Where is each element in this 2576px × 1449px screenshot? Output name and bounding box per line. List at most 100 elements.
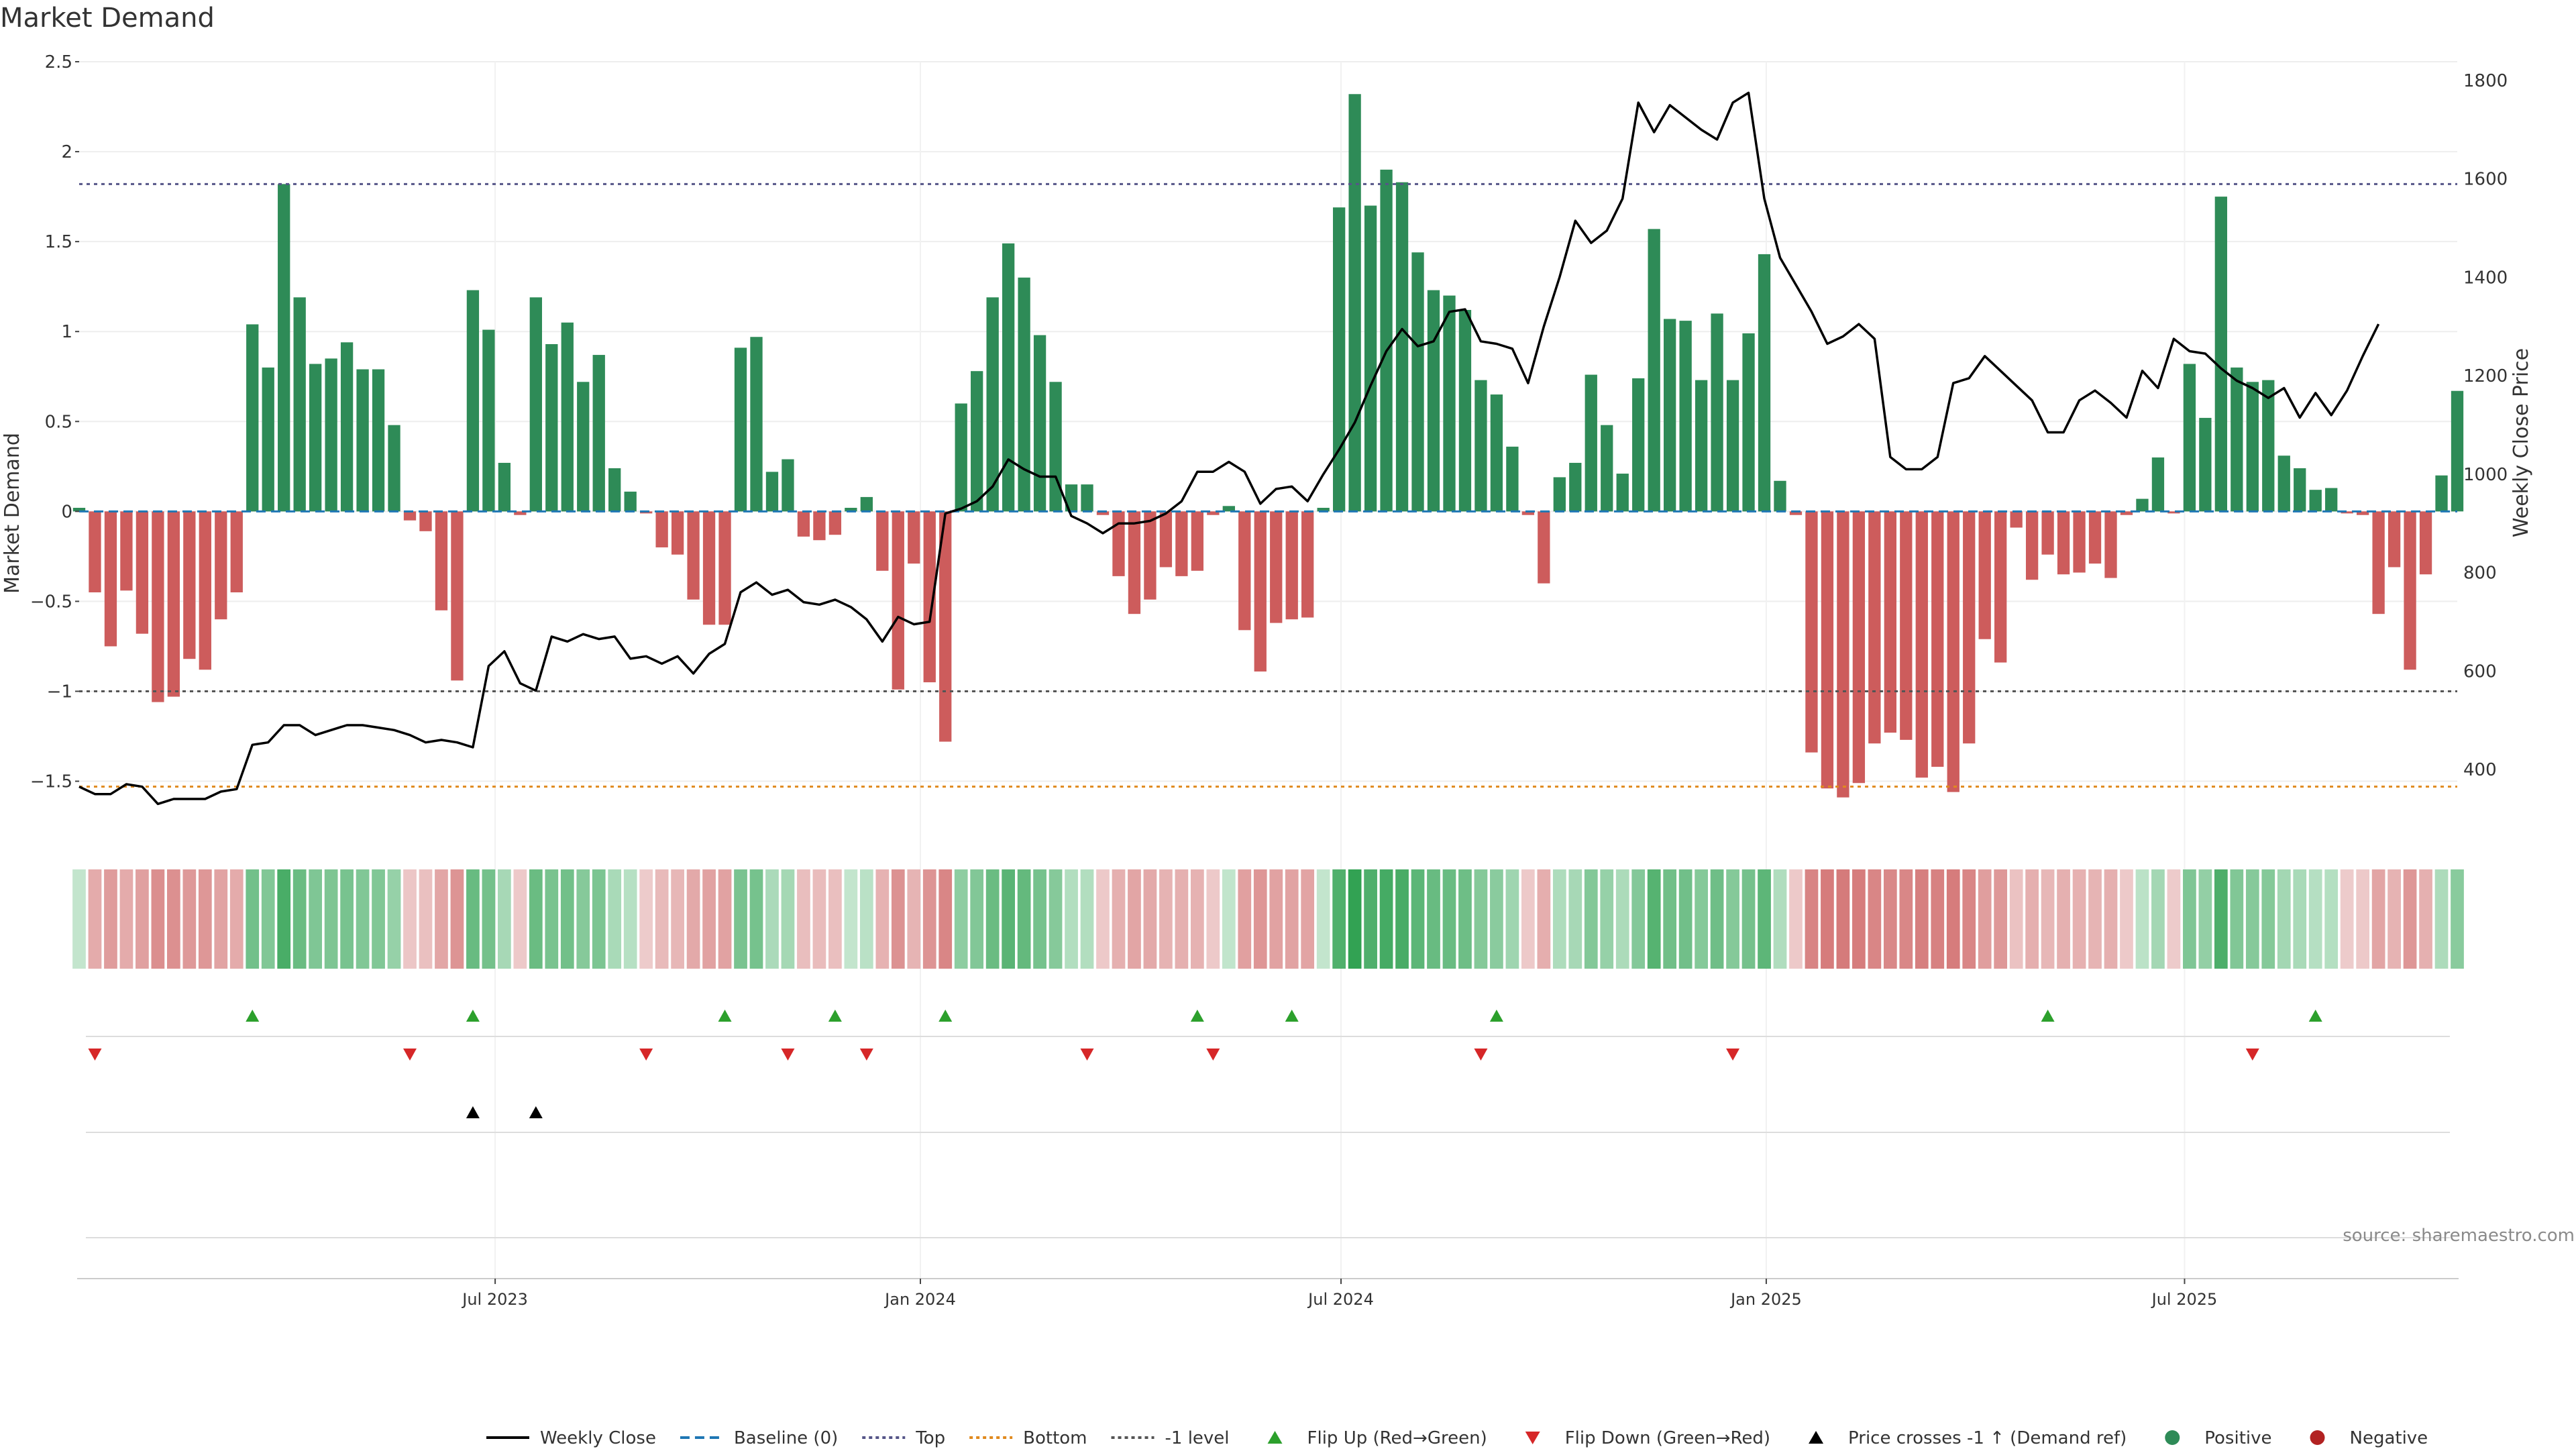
heat-cell — [2340, 869, 2354, 969]
y-tick-label: −1.5 — [30, 772, 72, 792]
heat-cell — [2025, 869, 2039, 969]
demand-bar — [2435, 475, 2448, 512]
heat-cell — [1962, 869, 1976, 969]
heat-cell — [985, 869, 1000, 969]
heat-cell — [749, 869, 763, 969]
demand-bar — [1081, 484, 1093, 512]
x-tick-label: Jul 2025 — [2151, 1290, 2218, 1309]
y2-tick-label: 600 — [2463, 661, 2497, 682]
heat-cell — [214, 869, 228, 969]
flip-up-marker — [466, 1010, 480, 1022]
demand-bar — [1805, 511, 1818, 753]
heat-cell — [2277, 869, 2291, 969]
flip-up-marker — [2041, 1010, 2055, 1022]
heat-cell — [88, 869, 102, 969]
demand-bar — [167, 511, 180, 697]
demand-bar — [1585, 374, 1597, 512]
y2-tick-label: 1000 — [2463, 465, 2508, 485]
demand-bar — [1900, 511, 1913, 740]
heat-cell — [1128, 869, 1141, 969]
demand-bar — [1065, 484, 1078, 512]
heat-cell — [1080, 869, 1094, 969]
heat-cell — [1695, 869, 1708, 969]
heat-cell — [1332, 869, 1346, 969]
heat-cell — [1159, 869, 1173, 969]
heat-cell — [1458, 869, 1472, 969]
demand-bar — [561, 322, 574, 512]
legend-item-label: Negative — [2350, 1428, 2428, 1448]
demand-bar — [136, 511, 149, 634]
heat-cell — [576, 869, 590, 969]
demand-heat-strip — [72, 869, 2464, 969]
demand-bar — [1191, 511, 1204, 571]
demand-bar — [278, 184, 290, 512]
demand-bar — [419, 511, 432, 531]
legend-item-label: Price crosses -1 ↑ (Demand ref) — [1848, 1428, 2127, 1448]
demand-bar — [1411, 252, 1424, 512]
heat-cell — [324, 869, 338, 969]
legend-swatch-triangle-up — [1267, 1431, 1283, 1444]
heat-cell — [1017, 869, 1031, 969]
demand-bar — [1664, 319, 1676, 512]
heat-cell — [2009, 869, 2023, 969]
demand-bar — [2214, 197, 2228, 512]
heat-cell — [2387, 869, 2401, 969]
demand-bars — [72, 94, 2464, 798]
demand-bar — [183, 511, 196, 659]
demand-bar — [2183, 364, 2196, 512]
demand-bar — [340, 342, 354, 512]
price-cross-marker — [466, 1106, 480, 1118]
demand-bar — [1789, 511, 1803, 515]
heat-cell — [1002, 869, 1015, 969]
demand-bar — [1821, 511, 1834, 789]
demand-bar — [215, 511, 227, 620]
heat-cell — [119, 869, 133, 969]
demand-bar — [1427, 290, 1440, 512]
legend-item-label: Top — [915, 1428, 945, 1448]
demand-bar — [372, 369, 385, 512]
demand-bar — [1159, 511, 1173, 568]
heat-cell — [718, 869, 732, 969]
demand-bar — [828, 511, 842, 535]
legend-swatch-circle — [2165, 1430, 2180, 1445]
heat-cell — [1836, 869, 1850, 969]
legend-item-label: Positive — [2204, 1428, 2271, 1448]
legend-item-label: -1 level — [1165, 1428, 1230, 1448]
demand-bar — [529, 297, 542, 512]
heat-cell — [844, 869, 858, 969]
demand-bar — [72, 507, 86, 512]
demand-bar — [2404, 511, 2416, 670]
heat-cell — [922, 869, 936, 969]
heat-cell — [450, 869, 464, 969]
heat-cell — [136, 869, 149, 969]
heat-cell — [938, 869, 953, 969]
heat-cell — [1112, 869, 1126, 969]
demand-bar — [2262, 380, 2275, 512]
weekly-close-line — [78, 91, 2380, 806]
demand-bar — [1648, 229, 1660, 512]
axis-ticks: 2.5 2 1.5 1 0.5 0 −0.5 −1 −1.5 1800 1600 1400 1200 10… — [30, 52, 2508, 792]
heat-cell — [403, 869, 417, 969]
demand-bar — [2309, 490, 2322, 512]
legend-swatch-triangle-up — [1809, 1431, 1824, 1444]
heat-cell — [1931, 869, 1945, 969]
demand-bar — [860, 496, 873, 512]
demand-bar — [1758, 254, 1771, 512]
heat-cell — [2057, 869, 2070, 969]
y-tick-label: −1 — [47, 682, 72, 702]
heat-cell — [702, 869, 716, 969]
heat-cell — [2434, 869, 2449, 969]
demand-bar — [1128, 511, 1141, 614]
flip-down-marker — [1474, 1049, 1488, 1061]
demand-bar — [2325, 488, 2338, 512]
demand-bar — [1144, 511, 1157, 600]
heat-cell — [1537, 869, 1551, 969]
x-tick-label: Jan 2025 — [1729, 1290, 1802, 1309]
heat-cell — [2104, 869, 2118, 969]
demand-bar — [813, 511, 826, 541]
heat-cell — [1741, 869, 1756, 969]
heat-cell — [1175, 869, 1189, 969]
demand-bar — [1569, 462, 1582, 512]
demand-bar — [2120, 511, 2133, 515]
x-tick-label: Jul 2023 — [461, 1290, 528, 1309]
